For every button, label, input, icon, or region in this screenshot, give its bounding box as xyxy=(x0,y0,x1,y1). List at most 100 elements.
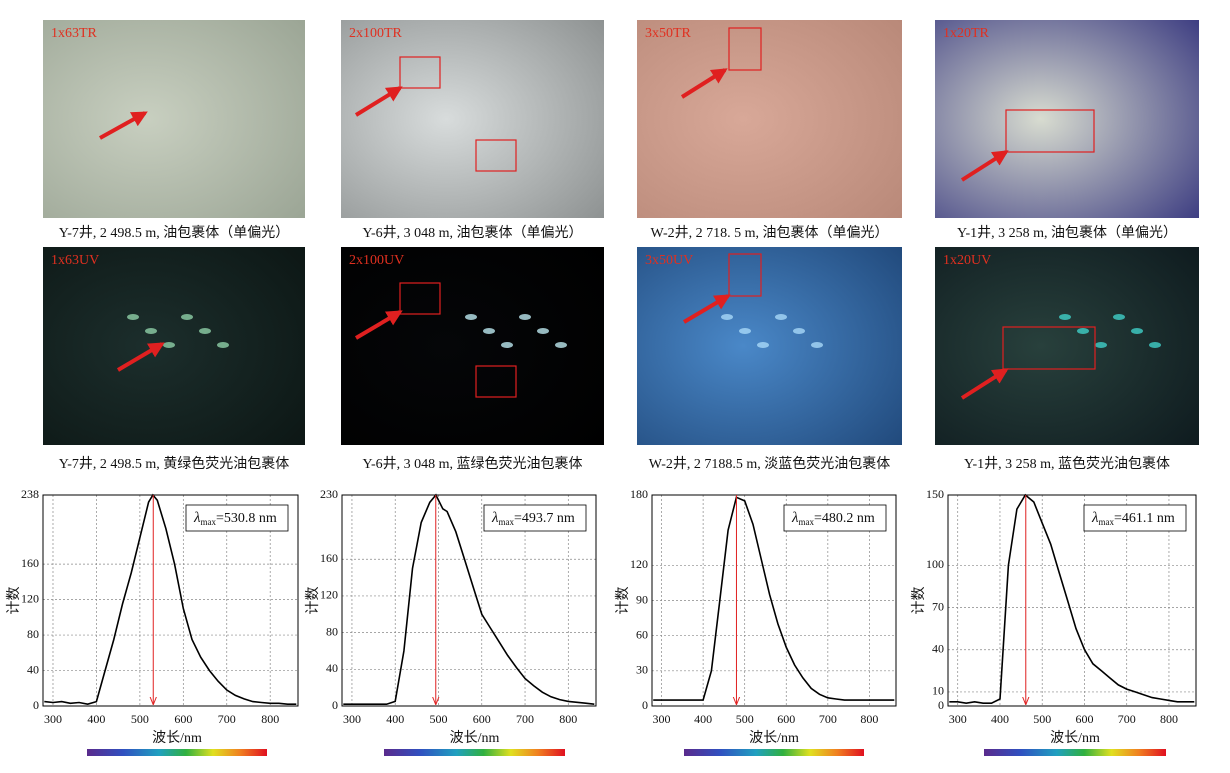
x-tick-label: 700 xyxy=(218,712,236,726)
annotation-sub: max xyxy=(499,517,515,527)
y-tick-label: 10 xyxy=(932,684,944,698)
annotation: λmax=461.1 nm xyxy=(1091,510,1175,527)
fluorescence-spot xyxy=(181,314,193,320)
annotation: λmax=493.7 nm xyxy=(491,510,575,527)
x-tick-label: 500 xyxy=(429,712,447,726)
fluorescence-spot xyxy=(217,342,229,348)
x-axis-label: 波长/nm xyxy=(152,730,202,746)
x-axis-label: 波长/nm xyxy=(1050,730,1100,746)
panel-caption: W-2井, 2 7188.5 m, 淡蓝色荧光油包裹体 xyxy=(649,455,891,472)
highlight-box xyxy=(1002,326,1096,370)
fluorescence-spot xyxy=(793,328,805,334)
fluorescence-spot xyxy=(555,342,567,348)
spectrum-line xyxy=(343,493,595,705)
highlight-box xyxy=(399,282,441,315)
x-tick-label: 400 xyxy=(87,712,105,726)
fluorescence-spot xyxy=(757,342,769,348)
fluorescence-spot xyxy=(1059,314,1071,320)
y-tick-label: 40 xyxy=(932,641,944,655)
x-tick-label: 500 xyxy=(131,712,149,726)
pointer-arrow xyxy=(99,111,148,140)
x-tick-label: 600 xyxy=(1075,712,1093,726)
y-tick-label: 160 xyxy=(320,551,338,565)
x-axis-label: 波长/nm xyxy=(450,730,500,746)
x-tick-label: 600 xyxy=(174,712,192,726)
plot-frame xyxy=(947,494,1197,707)
panel-label: 1x63UV xyxy=(51,253,99,268)
y-tick-label: 180 xyxy=(630,487,648,501)
y-tick-label: 90 xyxy=(636,592,648,606)
panel-caption: Y-7井, 2 498.5 m, 油包裹体（单偏光） xyxy=(59,225,290,241)
pointer-arrow xyxy=(116,342,165,372)
panel-label: 3x50TR xyxy=(645,26,692,41)
annotation-symbol: λ xyxy=(193,510,201,526)
y-tick-label: 160 xyxy=(21,556,39,570)
x-tick-label: 400 xyxy=(694,712,712,726)
x-tick-label: 700 xyxy=(1118,712,1136,726)
annotation: λmax=480.2 nm xyxy=(791,510,875,527)
highlight-box xyxy=(475,365,517,398)
x-tick-label: 300 xyxy=(653,712,671,726)
spectrum-bar xyxy=(684,749,864,756)
panel-caption: Y-7井, 2 498.5 m, 黄绿色荧光油包裹体 xyxy=(59,455,290,472)
x-tick-label: 300 xyxy=(44,712,62,726)
annotation-box xyxy=(185,504,289,532)
panel-caption: W-2井, 2 718. 5 m, 油包裹体（单偏光） xyxy=(651,225,889,241)
fluorescence-spot xyxy=(1113,314,1125,320)
y-axis-label: 计数 xyxy=(6,587,22,615)
fluorescence-spot xyxy=(519,314,531,320)
fluorescence-spot xyxy=(721,314,733,320)
annotation-text: =461.1 nm xyxy=(1114,511,1175,526)
x-tick-label: 600 xyxy=(777,712,795,726)
spectrum-bar xyxy=(87,749,267,756)
x-tick-label: 300 xyxy=(949,712,967,726)
pointer-arrow xyxy=(354,86,403,117)
panel-caption: Y-1井, 3 258 m, 蓝色荧光油包裹体 xyxy=(964,455,1170,472)
y-tick-label: 120 xyxy=(630,557,648,571)
fluorescence-spot xyxy=(775,314,787,320)
panel-caption: Y-1井, 3 258 m, 油包裹体（单偏光） xyxy=(957,225,1177,241)
y-axis-label: 计数 xyxy=(305,587,321,615)
plot-frame xyxy=(651,494,897,707)
y-tick-label: 80 xyxy=(27,627,39,641)
spectrum-line xyxy=(44,493,297,706)
annotation-text: =530.8 nm xyxy=(216,511,277,526)
annotation-box xyxy=(483,504,587,532)
panel-label: 2x100UV xyxy=(349,253,404,268)
x-tick-label: 400 xyxy=(386,712,404,726)
y-tick-label: 40 xyxy=(27,662,39,676)
panel-caption: Y-6井, 3 048 m, 蓝绿色荧光油包裹体 xyxy=(362,455,582,472)
x-tick-label: 800 xyxy=(261,712,279,726)
y-tick-label: 70 xyxy=(932,599,944,613)
micrograph xyxy=(935,20,1199,218)
pointer-arrow xyxy=(680,68,728,99)
annotation-symbol: λ xyxy=(791,510,799,526)
y-axis-label: 计数 xyxy=(911,587,927,615)
y-tick-label: 40 xyxy=(326,661,338,675)
fluorescence-spot xyxy=(465,314,477,320)
highlight-box xyxy=(475,139,517,172)
x-tick-label: 800 xyxy=(860,712,878,726)
x-tick-label: 500 xyxy=(1033,712,1051,726)
y-tick-label: 230 xyxy=(320,487,338,501)
y-tick-label: 100 xyxy=(926,557,944,571)
highlight-box xyxy=(1005,109,1095,153)
fluorescence-spot xyxy=(163,342,175,348)
y-tick-label: 0 xyxy=(332,698,338,712)
annotation-sub: max xyxy=(1099,517,1115,527)
fluorescence-spot xyxy=(811,342,823,348)
plot-frame xyxy=(341,494,597,707)
panel-label: 1x20TR xyxy=(943,26,990,41)
panel-caption: Y-6井, 3 048 m, 油包裹体（单偏光） xyxy=(362,225,582,241)
plot-frame xyxy=(42,494,299,707)
fluorescence-spot xyxy=(483,328,495,334)
spectrum-bar xyxy=(384,749,565,756)
y-tick-label: 80 xyxy=(326,624,338,638)
y-tick-label: 60 xyxy=(636,627,648,641)
highlight-box xyxy=(728,253,762,297)
x-tick-label: 800 xyxy=(1160,712,1178,726)
fluorescence-spot xyxy=(199,328,211,334)
pointer-arrow xyxy=(682,294,731,324)
highlight-box xyxy=(399,56,441,89)
